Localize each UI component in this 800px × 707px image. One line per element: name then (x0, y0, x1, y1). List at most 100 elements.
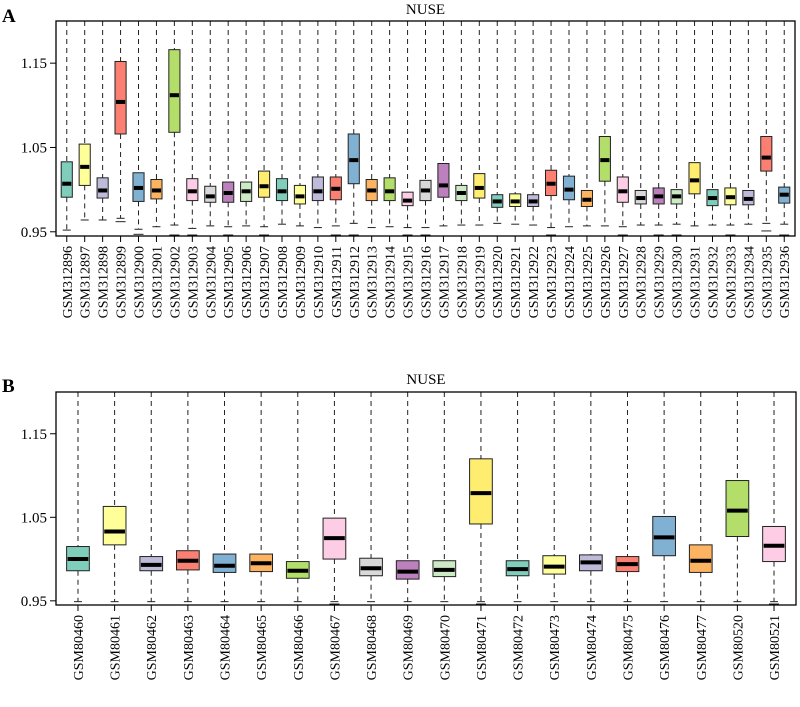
x-tick-label: GSM80466 (292, 615, 307, 680)
x-tick-label: GSM312932 (706, 246, 721, 318)
x-tick-label: GSM312928 (635, 246, 650, 318)
box-GSM312905: GSM312905 (222, 21, 237, 318)
box-GSM80521: GSM80521 (762, 392, 786, 680)
x-tick-label: GSM80476 (658, 615, 673, 680)
box-GSM80477: GSM80477 (688, 392, 713, 680)
box-body (204, 185, 217, 203)
box-GSM312928: GSM312928 (634, 21, 650, 318)
box-GSM80469: GSM80469 (395, 392, 420, 680)
x-tick-label: GSM312923 (545, 246, 560, 318)
plot-frame (55, 20, 796, 237)
x-tick-label: GSM312910 (312, 246, 327, 318)
box-GSM312902: GSM312902 (168, 21, 183, 318)
box-GSM312910: GSM312910 (311, 21, 327, 318)
box-GSM312931: GSM312931 (688, 21, 704, 318)
box-GSM312909: GSM312909 (293, 21, 309, 318)
x-tick-label: GSM312909 (294, 246, 309, 318)
box-GSM80467: GSM80467 (322, 392, 347, 680)
x-tick-label: GSM80474 (585, 615, 600, 680)
box-GSM312906: GSM312906 (240, 21, 255, 318)
box-GSM312918: GSM312918 (455, 21, 470, 318)
x-tick-label: GSM312924 (563, 246, 578, 318)
x-tick-label: GSM80461 (109, 615, 124, 680)
x-tick-label: GSM312914 (384, 246, 399, 318)
box-GSM80466: GSM80466 (285, 392, 310, 680)
x-tick-label: GSM80465 (255, 615, 270, 680)
x-tick-label: GSM312936 (778, 246, 793, 318)
box-body (212, 553, 237, 573)
x-tick-label: GSM312897 (79, 246, 94, 318)
box-GSM312935: GSM312935 (760, 21, 775, 318)
box-GSM312932: GSM312932 (706, 21, 721, 318)
chart-title: NUSE (406, 2, 445, 18)
y-tick-label: 1.05 (21, 510, 47, 526)
box-GSM312915: GSM312915 (401, 21, 417, 318)
box-GSM312913: GSM312913 (365, 21, 381, 318)
x-tick-label: GSM312920 (491, 246, 506, 318)
x-tick-label: GSM312933 (724, 246, 739, 318)
x-tick-label: GSM312903 (186, 246, 201, 318)
box-GSM312908: GSM312908 (275, 21, 291, 318)
x-tick-label: GSM80521 (768, 615, 783, 680)
box-GSM80462: GSM80462 (139, 392, 164, 680)
x-tick-label: GSM80460 (72, 615, 87, 680)
x-tick-label: GSM80462 (145, 615, 160, 680)
x-tick-label: GSM312907 (258, 246, 273, 318)
x-tick-label: GSM312934 (742, 246, 757, 318)
x-tick-label: GSM312930 (671, 246, 686, 318)
box-GSM312929: GSM312929 (652, 21, 668, 318)
x-tick-label: GSM312935 (760, 246, 775, 318)
box-body (311, 176, 324, 202)
x-tick-label: GSM312915 (402, 246, 417, 318)
y-tick-label: 1.15 (21, 56, 47, 72)
box-GSM312923: GSM312923 (544, 21, 560, 318)
box-GSM312897: GSM312897 (78, 21, 94, 318)
panel-letter: A (2, 6, 16, 27)
box-GSM80464: GSM80464 (212, 392, 237, 680)
box-GSM312919: GSM312919 (473, 21, 488, 318)
box-GSM80520: GSM80520 (725, 392, 750, 680)
x-tick-label: GSM80473 (548, 615, 563, 680)
x-tick-label: GSM80469 (402, 615, 417, 680)
x-tick-label: GSM312927 (617, 246, 632, 318)
box-GSM80465: GSM80465 (249, 392, 274, 680)
x-tick-label: GSM312902 (168, 246, 183, 318)
box-GSM312916: GSM312916 (419, 21, 435, 318)
box-GSM312911: GSM312911 (329, 21, 345, 318)
x-tick-label: GSM312926 (599, 246, 614, 318)
box-GSM312896: GSM312896 (60, 21, 76, 318)
box-body (760, 136, 773, 172)
y-tick-label: 1.05 (21, 140, 47, 156)
x-tick-label: GSM80477 (695, 615, 710, 680)
box-body (102, 505, 127, 546)
box-GSM312912: GSM312912 (347, 21, 363, 318)
box-GSM312930: GSM312930 (670, 21, 686, 318)
box-GSM312934: GSM312934 (742, 21, 757, 318)
x-tick-label: GSM312905 (222, 246, 237, 318)
x-tick-label: GSM80467 (328, 615, 343, 680)
y-tick-label: 0.95 (21, 225, 47, 241)
x-tick-label: GSM312906 (240, 246, 255, 318)
x-tick-label: GSM80475 (621, 615, 636, 680)
x-tick-label: GSM312919 (473, 246, 488, 318)
x-tick-label: GSM312916 (420, 246, 435, 318)
box-GSM80473: GSM80473 (542, 392, 567, 680)
x-tick-label: GSM312896 (61, 246, 76, 318)
box-GSM312903: GSM312903 (186, 21, 201, 318)
box-GSM312907: GSM312907 (258, 21, 273, 318)
x-tick-label: GSM312913 (366, 246, 381, 318)
box-GSM312914: GSM312914 (383, 21, 399, 318)
box-GSM312900: GSM312900 (132, 21, 148, 318)
box-GSM80460: GSM80460 (66, 392, 90, 680)
x-tick-label: GSM80470 (438, 615, 453, 680)
box-GSM312927: GSM312927 (616, 21, 632, 318)
box-GSM80461: GSM80461 (102, 392, 127, 680)
x-tick-label: GSM312898 (97, 246, 112, 318)
panel-b: B NUSE 0.95 1.05 1.15 GSM80460 GSM80461 GSM8046… (2, 372, 797, 680)
box-body (688, 544, 713, 573)
box-GSM312924: GSM312924 (562, 21, 578, 318)
box-GSM80471: GSM80471 (469, 392, 493, 680)
chart-title: NUSE (406, 372, 445, 388)
